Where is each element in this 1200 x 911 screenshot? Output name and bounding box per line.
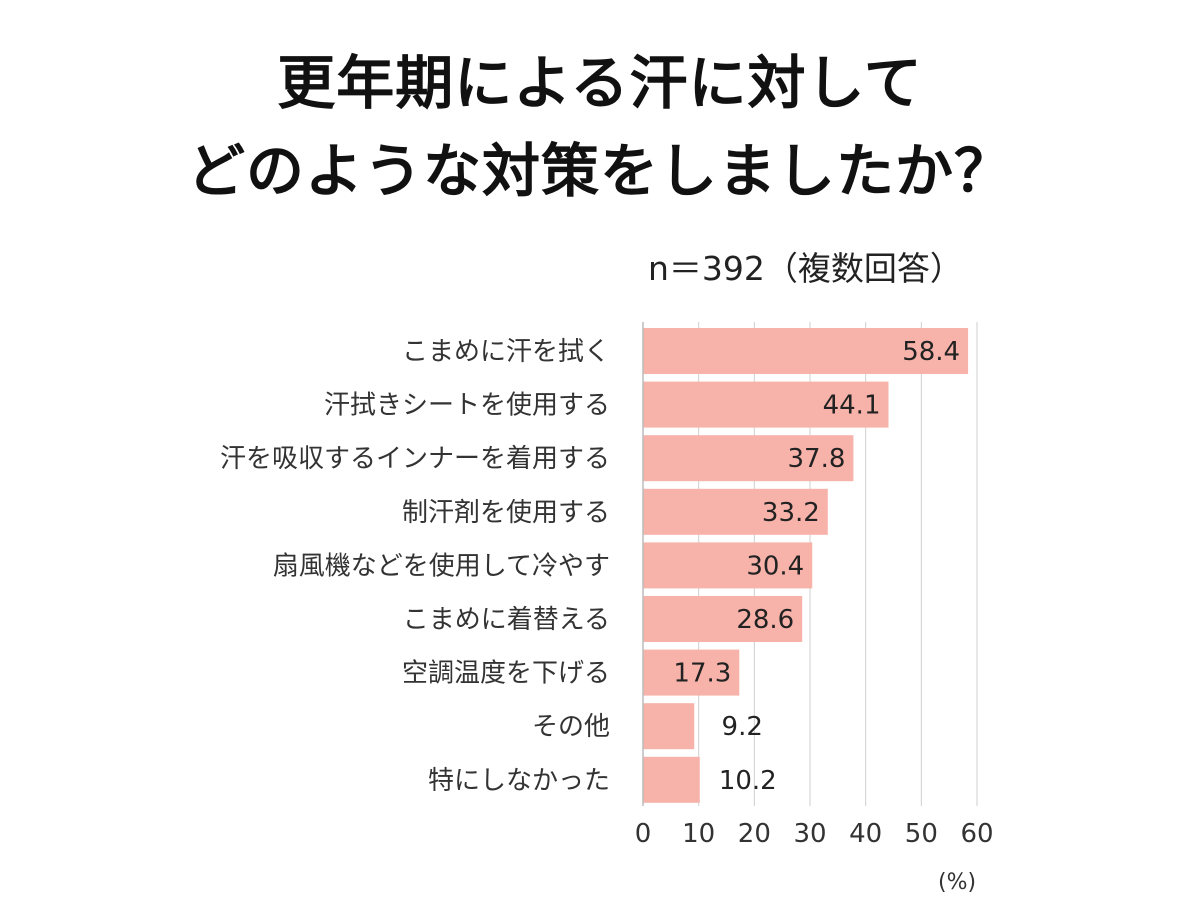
chart-title-line-1: 更年期による汗に対して [277, 49, 923, 117]
x-tick-label: 20 [738, 819, 771, 849]
bar [643, 649, 740, 696]
value-label: 17.3 [673, 659, 731, 689]
bar [643, 542, 813, 589]
bar [643, 328, 969, 374]
category-label: 空調温度を下げる [402, 659, 610, 689]
value-label: 44.1 [823, 391, 881, 421]
category-label: こまめに着替える [403, 605, 610, 635]
value-label: 10.2 [719, 766, 777, 796]
x-tick-label: 30 [793, 819, 826, 849]
x-axis-unit-label: (%) [938, 870, 977, 895]
bar [643, 488, 828, 535]
x-tick-label: 40 [849, 819, 882, 849]
value-label: 30.4 [746, 551, 804, 581]
category-label: 汗拭きシートを使用する [324, 391, 610, 421]
x-tick-label: 50 [905, 819, 938, 849]
category-label: こまめに汗を拭く [402, 337, 610, 367]
bar [643, 435, 854, 482]
category-label: 制汗剤を使用する [402, 498, 610, 528]
category-label: 扇風機などを使用して冷やす [273, 551, 610, 581]
bar [643, 703, 695, 750]
value-label: 58.4 [902, 337, 960, 367]
value-label: 9.2 [722, 712, 763, 742]
value-label: 28.6 [736, 605, 794, 635]
bar [643, 381, 889, 428]
category-label: 汗を吸収するインナーを着用する [220, 444, 610, 474]
value-label: 37.8 [788, 444, 846, 474]
sample-size-note: n＝392（複数回答） [648, 249, 963, 288]
value-label: 33.2 [762, 498, 820, 528]
category-label: 特にしなかった [428, 766, 610, 796]
chart-title-line-2: どのような対策をしましたか？ [186, 137, 1013, 205]
bar [643, 756, 700, 803]
x-tick-label: 60 [960, 819, 993, 849]
x-tick-label: 10 [682, 819, 715, 849]
x-tick-label: 0 [635, 819, 652, 849]
bar [643, 596, 803, 642]
category-label: その他 [532, 712, 610, 742]
